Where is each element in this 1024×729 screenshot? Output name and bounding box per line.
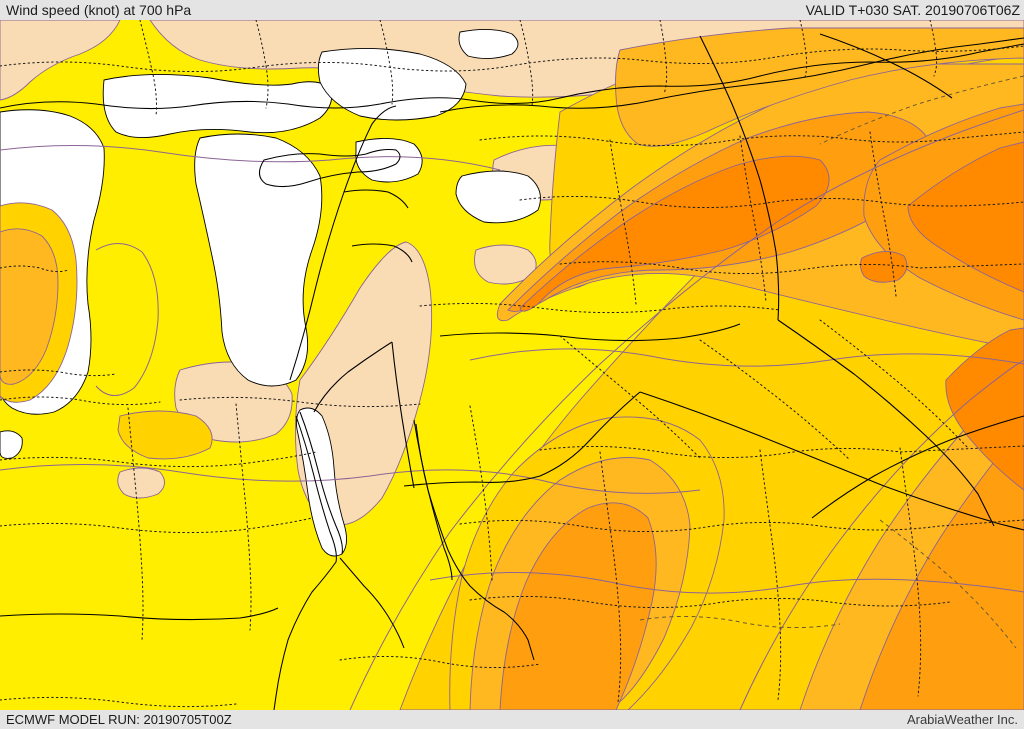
admin-border	[139, 20, 157, 117]
admin-border	[759, 449, 782, 701]
valid-time-label: VALID T+030 SAT. 20190706T06Z	[805, 2, 1020, 18]
coastline-turkey-south	[0, 43, 1024, 110]
admin-border	[255, 20, 269, 109]
provider-credit-label: ArabiaWeather Inc.	[906, 712, 1018, 727]
admin-border	[339, 655, 541, 669]
border-syria-iraq	[699, 35, 780, 321]
admin-border	[235, 403, 252, 631]
admin-border	[819, 319, 969, 449]
admin-border	[469, 595, 951, 609]
border-egypt-sudan	[0, 607, 279, 621]
admin-border	[559, 335, 701, 459]
border-iraq-iran	[777, 319, 995, 527]
admin-border	[469, 405, 493, 581]
admin-border	[0, 517, 313, 534]
contour-line	[0, 144, 501, 171]
border-jordan-israel	[391, 341, 415, 489]
border-lebanon-n	[343, 189, 409, 209]
admin-border-dashed	[639, 615, 841, 629]
admin-border	[0, 396, 161, 406]
coastline-persian-gulf	[811, 415, 1024, 519]
coastline-group	[0, 43, 1024, 710]
admin-border-dashed	[819, 75, 1024, 145]
coastline-red-sea-east	[413, 419, 535, 661]
border-syria-jordan	[439, 323, 741, 342]
coastline-levant	[289, 105, 397, 381]
fill-band-low-anatolia	[0, 20, 121, 101]
coastline-gulf-aqaba-head	[339, 557, 405, 649]
admin-border	[799, 20, 808, 81]
admin-border	[419, 302, 781, 314]
page-title: Wind speed (knot) at 700 hPa	[6, 2, 192, 18]
contour-line	[429, 572, 1024, 594]
admin-border	[0, 451, 317, 468]
border-jordan-saudi	[403, 391, 641, 487]
fill-band-lowest-anatolia-pocket	[455, 170, 541, 224]
national-border-group	[0, 33, 1024, 621]
admin-border	[699, 339, 851, 461]
contour-line-group	[0, 109, 1024, 710]
coastline-red-sea-west	[273, 415, 337, 710]
contour-line	[0, 463, 701, 494]
border-lebanon-s	[351, 243, 413, 263]
admin-border	[127, 407, 144, 641]
weather-map-canvas[interactable]	[0, 20, 1024, 710]
fill-band-strong-arabia	[499, 502, 657, 710]
dashed-border-group	[639, 75, 1024, 649]
fill-band-highest-jet-max	[519, 155, 830, 312]
contour-line	[739, 359, 1024, 710]
fill-band-highest-small-a	[859, 251, 908, 283]
contour-line	[469, 348, 1024, 367]
admin-border	[539, 445, 1024, 459]
admin-border-dashed	[879, 519, 1017, 649]
border-iraq-saudi-se	[639, 391, 1024, 531]
fill-band-lowest-turkey-pocket	[458, 29, 519, 59]
fill-band-lowest-aegean	[0, 430, 23, 459]
fill-band-highest-ne	[907, 141, 1024, 293]
fill-band-lowest-cyprus-gap	[355, 138, 423, 183]
admin-border	[459, 519, 1024, 533]
admin-border	[739, 135, 767, 303]
admin-border	[899, 447, 922, 697]
admin-border	[519, 20, 534, 107]
admin-border	[379, 20, 394, 105]
wind-speed-contour-plot	[0, 20, 1024, 710]
fill-band-highest-east-max	[945, 327, 1024, 491]
admin-border	[929, 20, 938, 77]
contour-line	[349, 109, 1024, 710]
coastline-cyprus	[258, 148, 401, 188]
admin-border	[659, 20, 668, 95]
header-bar: Wind speed (knot) at 700 hPa VALID T+030…	[0, 0, 1024, 20]
admin-border	[179, 396, 421, 408]
border-turkey-iraq-e	[819, 33, 953, 99]
fill-band-highest-group	[519, 141, 1024, 491]
fill-band-low-arabia-d	[117, 467, 165, 499]
admin-border	[869, 131, 897, 297]
fill-band-lowest-levantine-sea	[102, 73, 333, 138]
border-turkey-syria	[439, 37, 1024, 113]
fill-band-lowest-cyprus-sea	[317, 48, 467, 121]
admin-border	[479, 131, 1024, 147]
admin-border	[599, 451, 622, 703]
fill-band-higher-nband	[615, 27, 1024, 147]
admin-border	[559, 261, 1024, 275]
footer-bar: ECMWF MODEL RUN: 20190705T00Z ArabiaWeat…	[0, 710, 1024, 729]
model-run-label: ECMWF MODEL RUN: 20190705T00Z	[6, 712, 232, 727]
admin-border	[0, 696, 237, 708]
admin-border-group	[0, 20, 1024, 708]
fill-band-higher-left	[0, 228, 59, 385]
contour-line	[95, 243, 159, 396]
border-israel-egypt	[313, 341, 393, 413]
coastline-sinai-west	[299, 411, 343, 555]
admin-border	[609, 139, 637, 305]
admin-border	[0, 265, 69, 273]
admin-border	[519, 195, 1024, 209]
